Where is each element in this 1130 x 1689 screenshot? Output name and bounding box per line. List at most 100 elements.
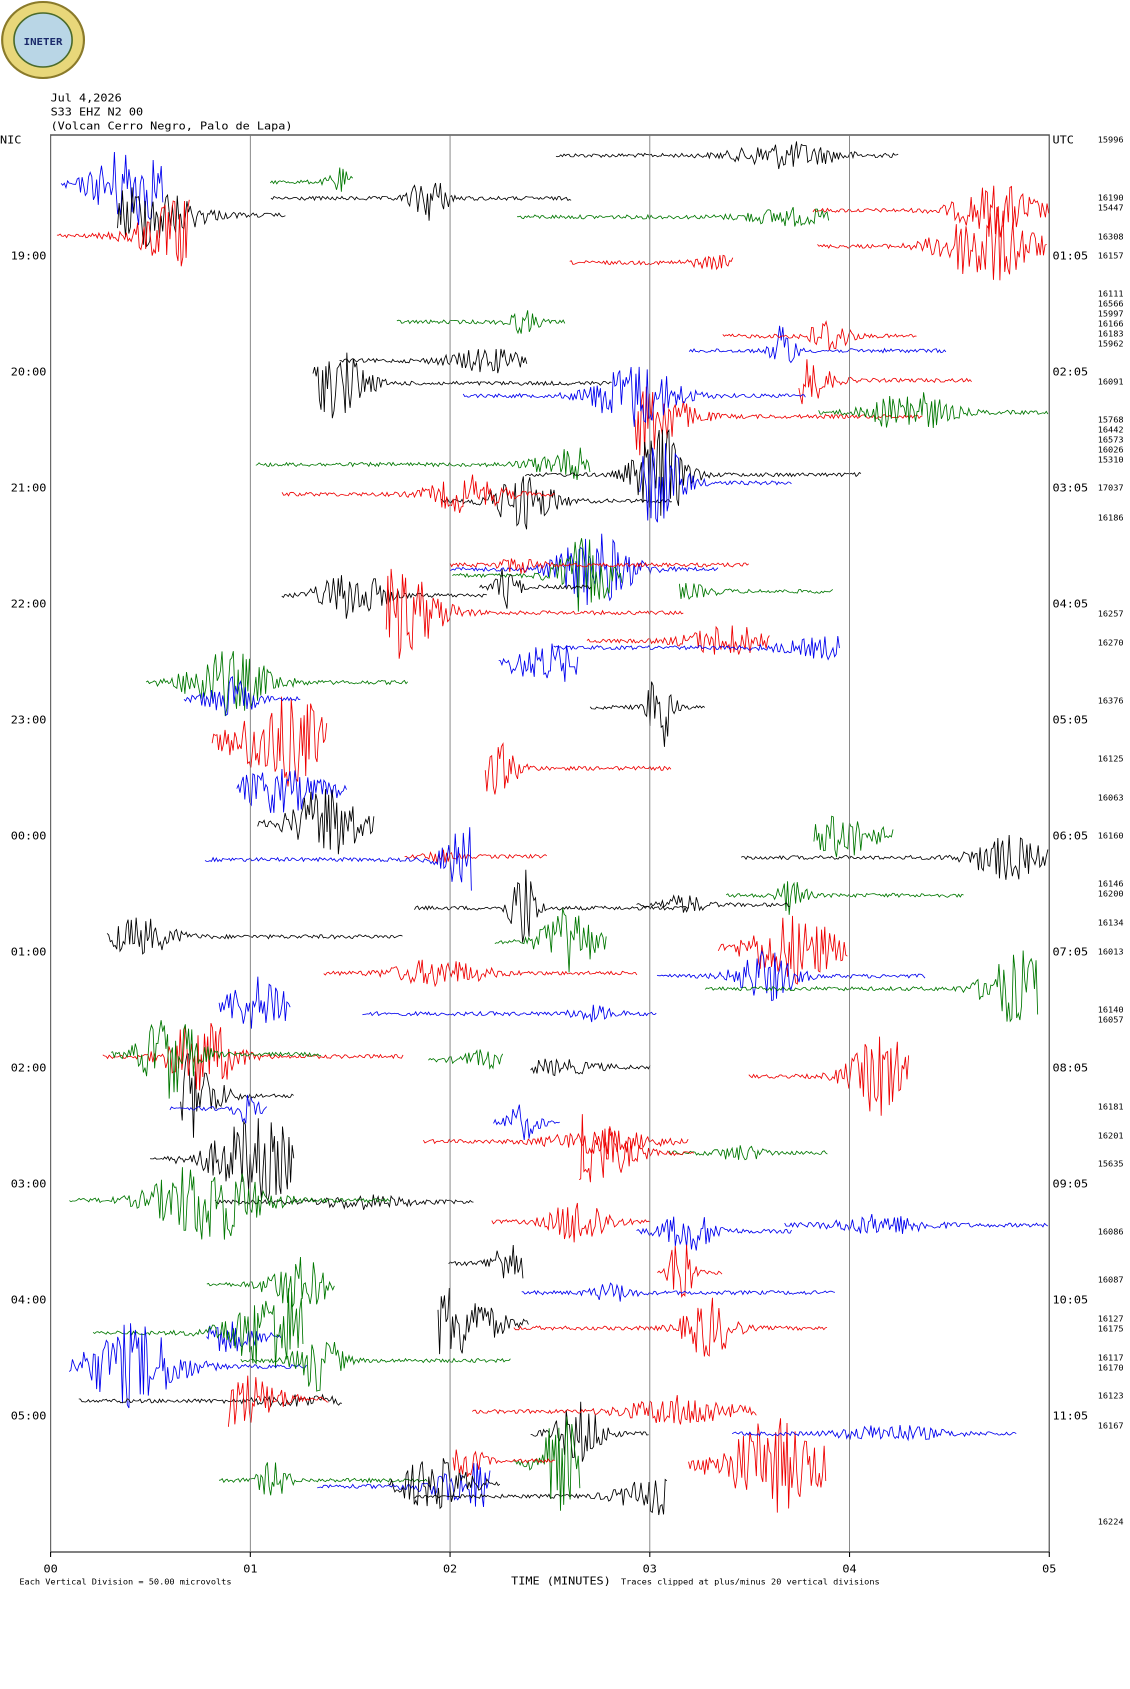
trace-label: 17037 (1098, 483, 1124, 493)
right-time-label: 07:05 (1053, 945, 1089, 958)
left-time-label: 05:00 (11, 1409, 47, 1422)
trace-label: 16123 (1098, 1391, 1124, 1401)
trace (555, 141, 899, 170)
left-time-label: 03:00 (11, 1177, 47, 1190)
trace (270, 182, 572, 221)
left-time-label: 19:00 (11, 249, 47, 262)
clip-note: Traces clipped at plus/minus 20 vertical… (621, 1577, 880, 1587)
trace (214, 1194, 474, 1210)
trace (211, 696, 328, 787)
trace (494, 908, 607, 973)
left-time-label: 22:00 (11, 597, 47, 610)
trace (413, 1478, 668, 1516)
trace (586, 625, 770, 655)
trace-label: 16183 (1098, 329, 1124, 339)
left-time-label: 20:00 (11, 365, 47, 378)
trace (569, 254, 734, 271)
trace (491, 1202, 651, 1243)
trace (524, 428, 862, 516)
logo-globe (13, 12, 73, 68)
left-time-label: 23:00 (11, 713, 47, 726)
trace (422, 1128, 689, 1155)
trace (449, 533, 719, 606)
trace-label: 16200 (1098, 889, 1124, 899)
left-time-label: NIC (0, 133, 21, 146)
trace (281, 575, 487, 619)
trace-label: 16376 (1098, 696, 1124, 706)
trace (484, 742, 672, 795)
trace-label: 16157 (1098, 251, 1124, 261)
trace (388, 1458, 501, 1510)
trace-label: 16181 (1098, 1102, 1124, 1112)
trace (479, 568, 592, 609)
trace (396, 310, 566, 335)
trace (452, 1449, 555, 1477)
trace-label: 15635 (1098, 1159, 1124, 1169)
trace (385, 568, 684, 659)
trace-label: 16573 (1098, 435, 1124, 445)
trace-label: 16146 (1098, 879, 1124, 889)
trace (817, 206, 1047, 281)
trace (818, 392, 1049, 429)
trace-label: 16140 (1098, 1005, 1124, 1015)
trace (362, 1004, 657, 1023)
trace (92, 1288, 304, 1369)
trace (414, 869, 690, 943)
trace (183, 675, 301, 717)
trace (150, 1118, 295, 1202)
right-time-label: 02:05 (1053, 365, 1089, 378)
trace (281, 474, 556, 513)
trace (656, 949, 926, 1002)
trace (117, 187, 286, 248)
station: (Volcan Cerro Negro, Palo de Lapa) (51, 119, 293, 132)
trace (270, 167, 353, 192)
trace (428, 1049, 504, 1070)
trace (437, 1287, 529, 1355)
x-tick-label: 02 (443, 1562, 457, 1575)
trace-label: 16026 (1098, 445, 1124, 455)
trace-label: 16091 (1098, 377, 1124, 387)
trace (589, 681, 706, 747)
trace (218, 1462, 428, 1496)
trace-label: 16308 (1098, 232, 1124, 242)
trace (323, 959, 638, 988)
trace-label: 15996 (1098, 135, 1124, 145)
trace (204, 827, 472, 891)
left-time-label: 21:00 (11, 481, 47, 494)
left-time-label: 01:00 (11, 945, 47, 958)
right-time-label: 11:05 (1053, 1409, 1089, 1422)
trace-label: 16224 (1098, 1517, 1124, 1527)
trace (530, 1401, 649, 1462)
trace (688, 1418, 827, 1513)
right-time-label: 03:05 (1053, 481, 1089, 494)
right-time-label: UTC (1053, 133, 1074, 146)
trace-label: 15447 (1098, 203, 1124, 213)
right-time-label: 04:05 (1053, 597, 1089, 610)
trace (69, 1167, 391, 1240)
trace-label: 16167 (1098, 1421, 1124, 1431)
date: Jul 4,2026 (51, 91, 122, 104)
trace-label: 16166 (1098, 319, 1124, 329)
trace-label: 15962 (1098, 339, 1124, 349)
trace (688, 325, 947, 364)
x-axis-label: TIME (MINUTES) (511, 1574, 611, 1587)
trace (218, 976, 291, 1029)
trace (449, 558, 749, 574)
trace (668, 1145, 828, 1161)
trace (227, 1375, 329, 1427)
trace (748, 1036, 910, 1116)
trace (471, 1395, 757, 1425)
scale-note: Each Vertical Division = 50.00 microvolt… (19, 1577, 231, 1587)
trace (498, 643, 579, 682)
trace (493, 1104, 560, 1141)
x-tick-label: 03 (643, 1562, 657, 1575)
logo-text: INETER (24, 36, 64, 48)
trace (813, 815, 894, 858)
trace-label: 16134 (1098, 918, 1124, 928)
trace (452, 538, 623, 612)
trace (240, 1341, 511, 1392)
trace (636, 894, 790, 913)
trace (312, 352, 612, 419)
